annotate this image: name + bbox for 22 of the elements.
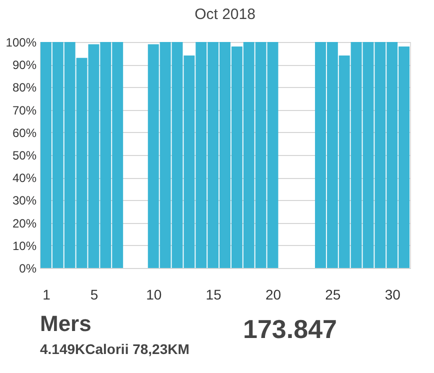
y-tick-label: 100% <box>6 36 37 50</box>
y-tick-label: 10% <box>12 238 37 253</box>
x-tick-label: 10 <box>146 286 162 302</box>
y-tick-label: 90% <box>12 58 37 72</box>
y-tick-label: 50% <box>12 148 37 162</box>
x-tick-label: 5 <box>90 286 98 302</box>
x-tick-label: 30 <box>384 286 401 302</box>
y-tick-label: 80% <box>12 80 37 95</box>
x-tick-label: 15 <box>206 286 222 302</box>
y-tick-label: 20% <box>12 216 37 230</box>
x-tick-label: 20 <box>265 286 282 302</box>
chart-title: Oct 2018 <box>194 6 256 23</box>
y-tick-label: 40% <box>12 171 37 186</box>
y-tick-label: 30% <box>12 194 37 208</box>
y-tick-label: 60% <box>12 126 37 140</box>
x-tick-label: 25 <box>325 286 341 302</box>
text: 4.149KCalorii 78,23KM <box>40 341 190 357</box>
y-tick-label: 0% <box>19 262 37 276</box>
y-tick-label: 70% <box>12 103 37 118</box>
text: 173.847 <box>243 314 337 344</box>
x-tick-label: 1 <box>42 286 51 302</box>
text: Mers <box>40 311 92 336</box>
